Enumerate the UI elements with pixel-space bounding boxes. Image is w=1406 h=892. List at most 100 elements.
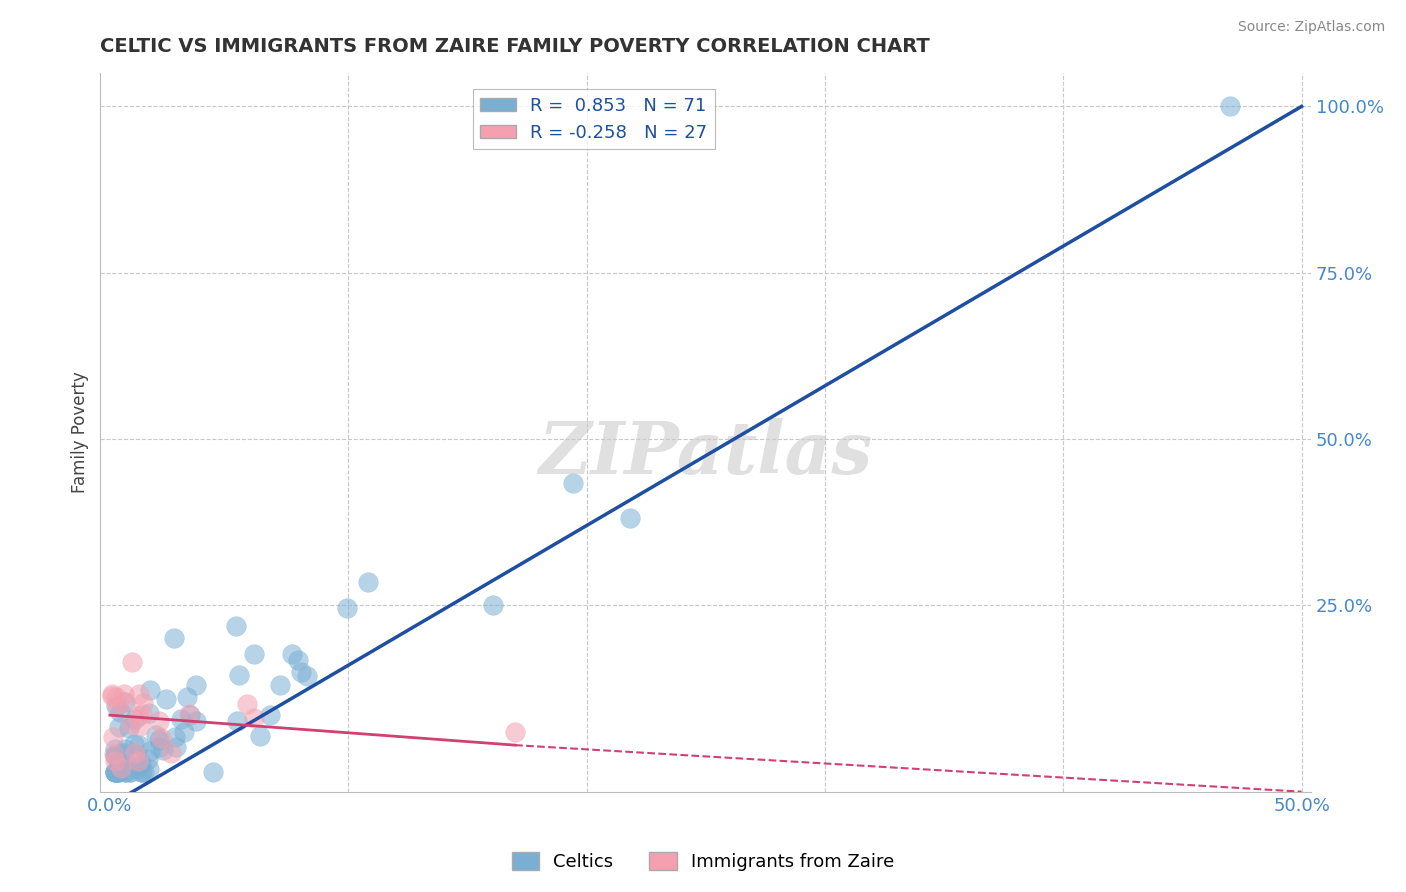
Point [114, 741, 136, 756]
Point [101, 731, 124, 745]
Point [110, 761, 132, 775]
Point [108, 756, 131, 770]
Point [290, 665, 312, 679]
Point [120, 717, 142, 731]
Point [105, 764, 128, 779]
Point [112, 687, 135, 701]
Point [101, 690, 124, 704]
Point [127, 754, 149, 768]
Point [165, 739, 187, 754]
Point [111, 695, 134, 709]
Point [336, 600, 359, 615]
Point [128, 739, 150, 753]
Point [129, 764, 152, 779]
Point [107, 764, 129, 779]
Point [104, 741, 127, 756]
Point [176, 690, 198, 704]
Point [108, 705, 131, 719]
Point [115, 756, 138, 770]
Point [201, 764, 224, 779]
Point [243, 711, 266, 725]
Text: CELTIC VS IMMIGRANTS FROM ZAIRE FAMILY POVERTY CORRELATION CHART: CELTIC VS IMMIGRANTS FROM ZAIRE FAMILY P… [100, 37, 931, 56]
Point [125, 747, 148, 761]
Point [132, 696, 155, 710]
Point [118, 721, 141, 735]
Point [295, 668, 318, 682]
Point [131, 707, 153, 722]
Point [139, 683, 162, 698]
Point [118, 764, 141, 779]
Point [104, 690, 127, 705]
Point [150, 731, 173, 745]
Point [249, 729, 271, 743]
Point [138, 762, 160, 776]
Point [148, 733, 170, 747]
Point [128, 761, 150, 775]
Point [104, 764, 127, 779]
Point [104, 748, 127, 763]
Point [287, 653, 309, 667]
Point [481, 598, 503, 612]
Point [131, 764, 153, 779]
Point [165, 730, 187, 744]
Point [159, 746, 181, 760]
Point [503, 724, 526, 739]
Point [105, 764, 128, 779]
Point [128, 709, 150, 723]
Point [145, 728, 167, 742]
Point [104, 764, 127, 779]
Point [184, 714, 207, 729]
Point [139, 743, 162, 757]
Point [107, 764, 129, 779]
Point [104, 747, 127, 762]
Point [170, 712, 193, 726]
Point [105, 698, 128, 713]
Point [114, 764, 136, 779]
Point [131, 756, 153, 771]
Point [104, 764, 127, 779]
Point [177, 707, 200, 722]
Point [107, 720, 129, 734]
Point [186, 678, 208, 692]
Point [561, 476, 583, 491]
Text: ZIPatlas: ZIPatlas [538, 418, 873, 490]
Point [120, 764, 142, 779]
Point [148, 740, 170, 755]
Point [103, 747, 125, 762]
Point [114, 764, 136, 779]
Point [128, 719, 150, 733]
Legend: R =  0.853   N = 71, R = -0.258   N = 27: R = 0.853 N = 71, R = -0.258 N = 27 [472, 89, 714, 149]
Point [138, 706, 160, 720]
Point [259, 707, 281, 722]
Text: Source: ZipAtlas.com: Source: ZipAtlas.com [1237, 20, 1385, 34]
Point [226, 714, 249, 728]
Point [155, 692, 177, 706]
Legend: Celtics, Immigrants from Zaire: Celtics, Immigrants from Zaire [505, 845, 901, 879]
Point [281, 647, 304, 661]
Point [152, 742, 174, 756]
Point [121, 656, 143, 670]
Point [111, 746, 134, 760]
Point [138, 752, 160, 766]
Point [243, 648, 266, 662]
Y-axis label: Family Poverty: Family Poverty [72, 372, 89, 493]
Point [128, 687, 150, 701]
Point [104, 754, 127, 768]
Point [105, 699, 128, 714]
Point [179, 708, 201, 723]
Point [104, 764, 127, 779]
Point [162, 631, 184, 645]
Point [228, 668, 250, 682]
Point [101, 687, 124, 701]
Point [124, 712, 146, 726]
Point [269, 677, 291, 691]
Point [107, 763, 129, 777]
Point [124, 747, 146, 761]
Point [225, 619, 247, 633]
Point [619, 510, 641, 524]
Point [1219, 99, 1241, 113]
Point [114, 695, 136, 709]
Point [357, 574, 380, 589]
Point [122, 737, 145, 751]
Point [236, 698, 259, 712]
